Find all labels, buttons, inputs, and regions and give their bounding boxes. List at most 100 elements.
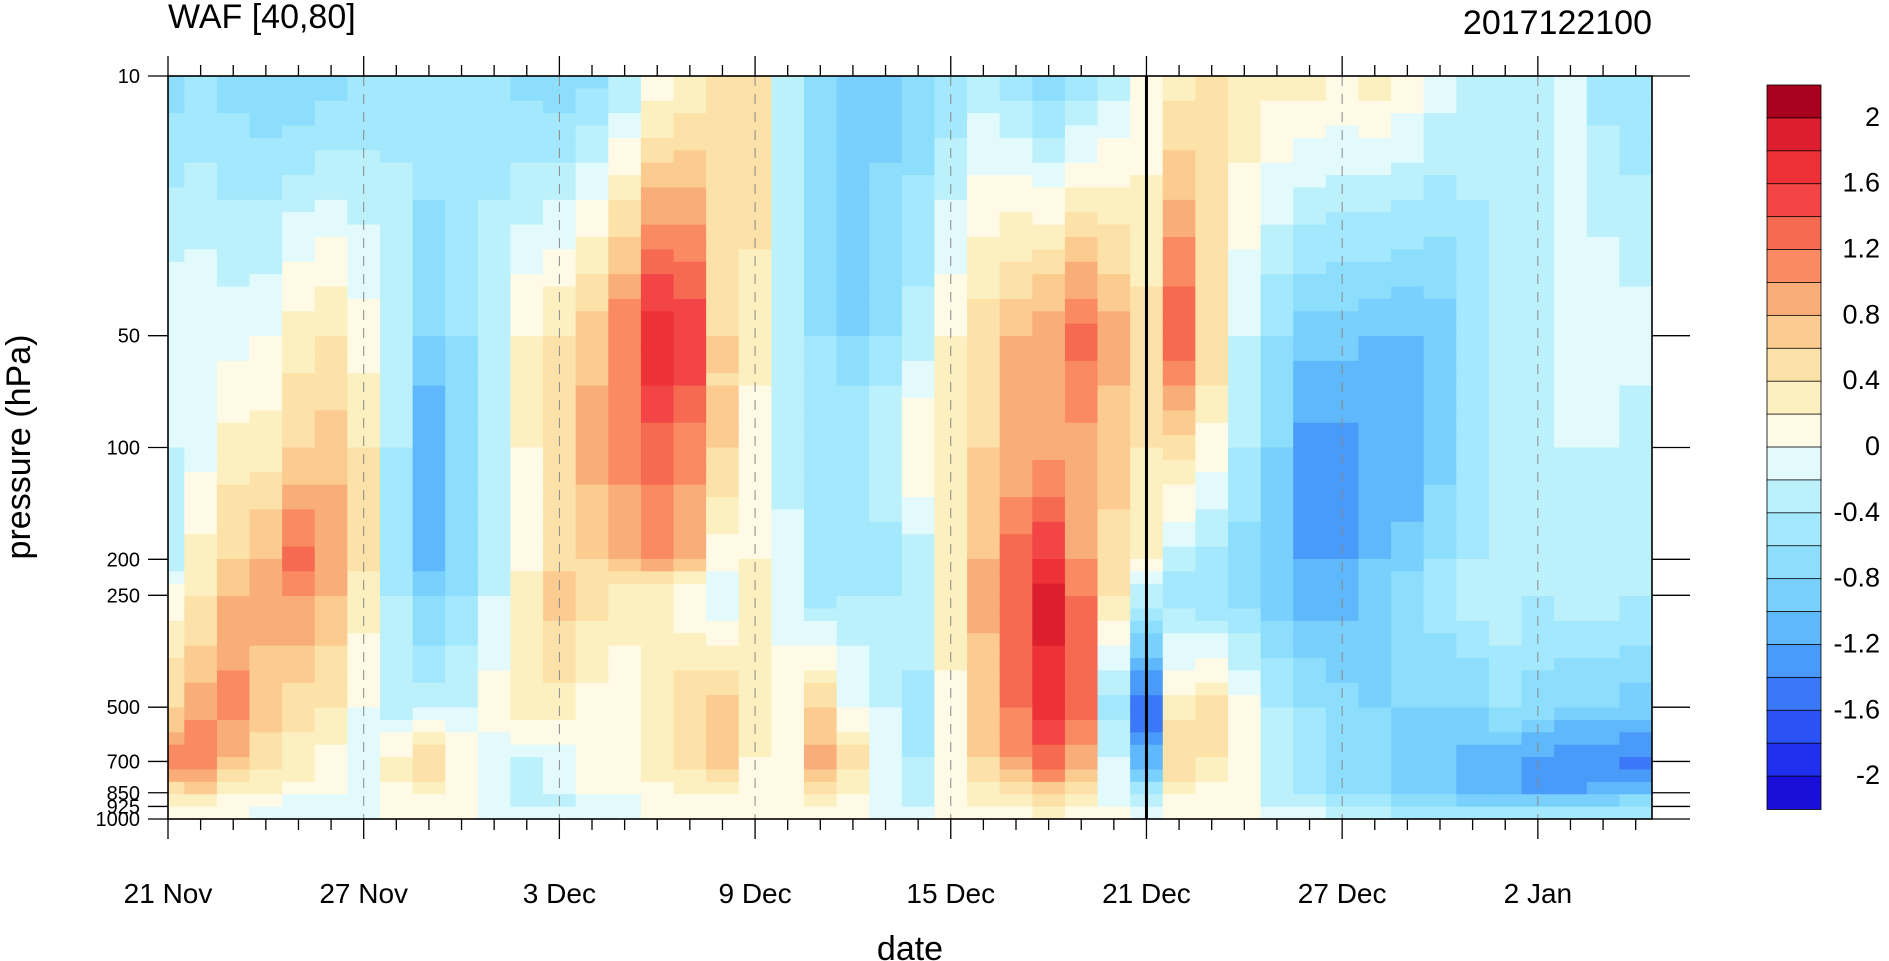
contour-cell <box>1456 397 1490 411</box>
contour-cell <box>510 707 544 721</box>
contour-cell <box>1391 596 1425 610</box>
contour-cell <box>1293 645 1327 659</box>
contour-cell <box>836 298 870 312</box>
contour-cell <box>168 175 185 189</box>
contour-cell <box>967 76 1001 89</box>
contour-cell <box>314 162 348 176</box>
contour-cell <box>1521 781 1555 795</box>
contour-cell <box>901 137 936 151</box>
contour-cell <box>1228 422 1262 436</box>
contour-cell <box>1554 608 1588 622</box>
contour-cell <box>314 472 348 486</box>
contour-cell <box>1260 484 1294 498</box>
contour-cell <box>282 744 316 758</box>
contour-cell <box>1521 249 1555 263</box>
contour-cell <box>445 658 479 671</box>
contour-cell <box>673 286 707 300</box>
contour-cell <box>445 719 479 733</box>
contour-cell <box>168 336 185 350</box>
contour-cell <box>1162 633 1196 647</box>
contour-cell <box>168 596 185 610</box>
contour-cell <box>1228 608 1262 622</box>
contour-cell <box>314 608 348 622</box>
contour-cell <box>445 521 479 535</box>
contour-cell <box>1162 100 1196 114</box>
contour-cell <box>1293 484 1327 498</box>
contour-cell <box>1619 521 1652 535</box>
contour-cell <box>412 175 446 189</box>
contour-cell <box>706 769 740 783</box>
contour-cell <box>168 682 185 696</box>
contour-cell <box>575 360 609 374</box>
contour-cell <box>608 150 642 164</box>
contour-cell <box>380 583 414 597</box>
contour-cell <box>1391 558 1425 572</box>
contour-cell <box>999 360 1033 374</box>
contour-cell <box>1032 484 1066 498</box>
contour-cell <box>1195 274 1229 288</box>
contour-cell <box>1488 757 1523 771</box>
contour-cell <box>380 744 414 758</box>
contour-cell <box>477 125 512 139</box>
contour-cell <box>168 187 185 201</box>
contour-cell <box>673 670 707 684</box>
contour-cell <box>1488 113 1523 127</box>
contour-cell <box>1619 459 1652 473</box>
contour-cell <box>1358 88 1392 102</box>
contour-cell <box>967 596 1001 610</box>
contour-cell <box>477 422 512 436</box>
contour-cell <box>1097 150 1131 164</box>
contour-cell <box>1228 212 1262 226</box>
contour-cell <box>1162 695 1196 709</box>
contour-cell <box>1097 794 1131 808</box>
contour-cell <box>706 757 740 771</box>
contour-cell <box>1260 620 1294 634</box>
contour-cell <box>901 658 936 671</box>
contour-cell <box>1162 76 1196 89</box>
contour-cell <box>575 175 609 189</box>
contour-cell <box>1423 769 1457 783</box>
contour-cell <box>1488 125 1523 139</box>
contour-cell <box>1423 744 1457 758</box>
contour-cell <box>967 497 1001 511</box>
contour-cell <box>282 707 316 721</box>
contour-cell <box>1358 596 1392 610</box>
contour-cell <box>347 658 381 671</box>
contour-cell <box>216 571 251 585</box>
contour-cell <box>1358 744 1392 758</box>
contour-cell <box>901 199 936 213</box>
contour-cell <box>1064 373 1099 387</box>
contour-cell <box>1619 620 1652 634</box>
colorbar-label: 0.8 <box>1842 299 1880 329</box>
contour-cell <box>216 286 251 300</box>
contour-cell <box>1423 794 1457 808</box>
contour-cell <box>1456 137 1490 151</box>
contour-cell <box>1064 360 1099 374</box>
contour-cell <box>249 76 283 89</box>
contour-cell <box>184 459 218 473</box>
contour-cell <box>836 596 870 610</box>
contour-cell <box>168 571 185 585</box>
contour-cell <box>967 298 1001 312</box>
contour-cell <box>1032 497 1066 511</box>
contour-cell <box>1554 781 1588 795</box>
colorbar-box <box>1766 84 1822 119</box>
contour-cell <box>314 150 348 164</box>
contour-cell <box>543 620 577 634</box>
contour-cell <box>1195 224 1229 238</box>
contour-cell <box>640 113 675 127</box>
contour-cell <box>510 583 544 597</box>
contour-cell <box>1358 422 1392 436</box>
contour-cell <box>184 274 218 288</box>
contour-cell <box>836 658 870 671</box>
contour-cell <box>380 323 414 337</box>
contour-cell <box>314 732 348 746</box>
contour-cell <box>1195 608 1229 622</box>
contour-cell <box>168 633 185 647</box>
contour-cell <box>184 311 218 325</box>
contour-cell <box>901 583 936 597</box>
contour-cell <box>1162 88 1196 102</box>
contour-cell <box>1097 187 1131 201</box>
contour-cell <box>934 100 968 114</box>
